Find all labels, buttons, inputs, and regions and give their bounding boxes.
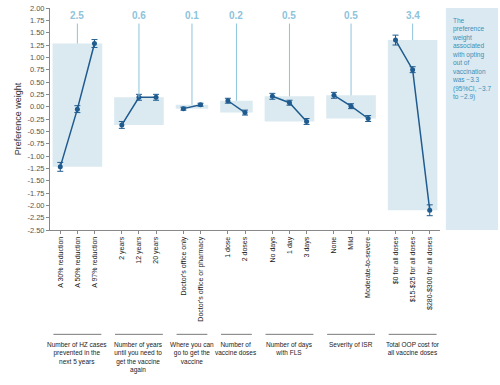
svg-text:0.75: 0.75	[30, 65, 45, 74]
svg-text:Where you cango to get thevacc: Where you cango to get thevaccine	[170, 341, 214, 365]
svg-text:Moderate-to-severe: Moderate-to-severe	[364, 237, 371, 298]
svg-text:1.75: 1.75	[30, 16, 45, 25]
svg-text:1 day: 1 day	[286, 236, 294, 254]
svg-text:0.00: 0.00	[30, 102, 45, 111]
svg-text:Number of HZ casesprevented in: Number of HZ casesprevented in thenext 5…	[47, 341, 107, 366]
svg-text:2.00: 2.00	[30, 4, 45, 13]
svg-text:2.5: 2.5	[70, 10, 84, 21]
svg-text:3 days: 3 days	[303, 236, 311, 257]
svg-text:2 years: 2 years	[118, 236, 126, 259]
svg-text:Doctor's office only: Doctor's office only	[180, 236, 188, 295]
svg-text:-0.50: -0.50	[27, 127, 44, 136]
svg-text:1.00: 1.00	[30, 53, 45, 62]
svg-text:A 97% reduction: A 97% reduction	[91, 237, 98, 288]
svg-text:Doctor's office or pharmacy: Doctor's office or pharmacy	[197, 236, 205, 321]
svg-text:0.2: 0.2	[229, 10, 243, 21]
svg-text:Thepreferenceweightassociatedw: Thepreferenceweightassociatedwith opting…	[452, 17, 492, 101]
svg-text:20 years: 20 years	[152, 236, 160, 263]
svg-text:Number of dayswith FLS: Number of dayswith FLS	[266, 341, 313, 356]
svg-text:-1.00: -1.00	[27, 152, 44, 161]
svg-text:-1.25: -1.25	[27, 164, 44, 173]
svg-text:0.50: 0.50	[30, 78, 45, 87]
svg-text:Preference weight: Preference weight	[13, 82, 23, 155]
svg-text:No days: No days	[269, 236, 277, 262]
svg-text:-0.75: -0.75	[27, 139, 44, 148]
svg-text:1.50: 1.50	[30, 28, 45, 37]
svg-text:12 years: 12 years	[135, 236, 143, 263]
svg-text:Number of yearsuntil you need: Number of yearsuntil you need toget the …	[114, 341, 163, 374]
svg-text:1.25: 1.25	[30, 41, 45, 50]
svg-text:-2.25: -2.25	[27, 213, 44, 222]
svg-text:1 dose: 1 dose	[224, 237, 231, 258]
svg-text:Mild: Mild	[347, 237, 354, 250]
svg-text:0.1: 0.1	[185, 10, 199, 21]
svg-text:-1.50: -1.50	[27, 176, 44, 185]
svg-text:None: None	[330, 237, 337, 254]
svg-text:-2.50: -2.50	[27, 226, 44, 235]
svg-text:-1.75: -1.75	[27, 189, 44, 198]
svg-text:0.6: 0.6	[132, 10, 146, 21]
svg-text:2 doses: 2 doses	[241, 236, 248, 261]
svg-text:Number ofvaccine doses: Number ofvaccine doses	[215, 341, 257, 356]
svg-text:-2.00: -2.00	[27, 201, 44, 210]
svg-text:0.5: 0.5	[282, 10, 296, 21]
svg-text:0.5: 0.5	[344, 10, 358, 21]
svg-text:3.4: 3.4	[406, 10, 420, 21]
svg-text:Severity of ISR: Severity of ISR	[329, 341, 373, 349]
svg-text:Total OOP cost forall vaccine: Total OOP cost forall vaccine doses	[386, 341, 440, 356]
svg-text:A 50% reduction: A 50% reduction	[74, 237, 81, 288]
svg-text:$280-$300 for all doses: $280-$300 for all doses	[426, 236, 433, 310]
svg-text:0.25: 0.25	[30, 90, 45, 99]
svg-text:$0 for all doses: $0 for all doses	[392, 236, 399, 284]
svg-text:$15-$25 for all doses: $15-$25 for all doses	[409, 236, 416, 302]
svg-text:-0.25: -0.25	[27, 115, 44, 124]
svg-text:A 30% reduction: A 30% reduction	[57, 237, 64, 288]
